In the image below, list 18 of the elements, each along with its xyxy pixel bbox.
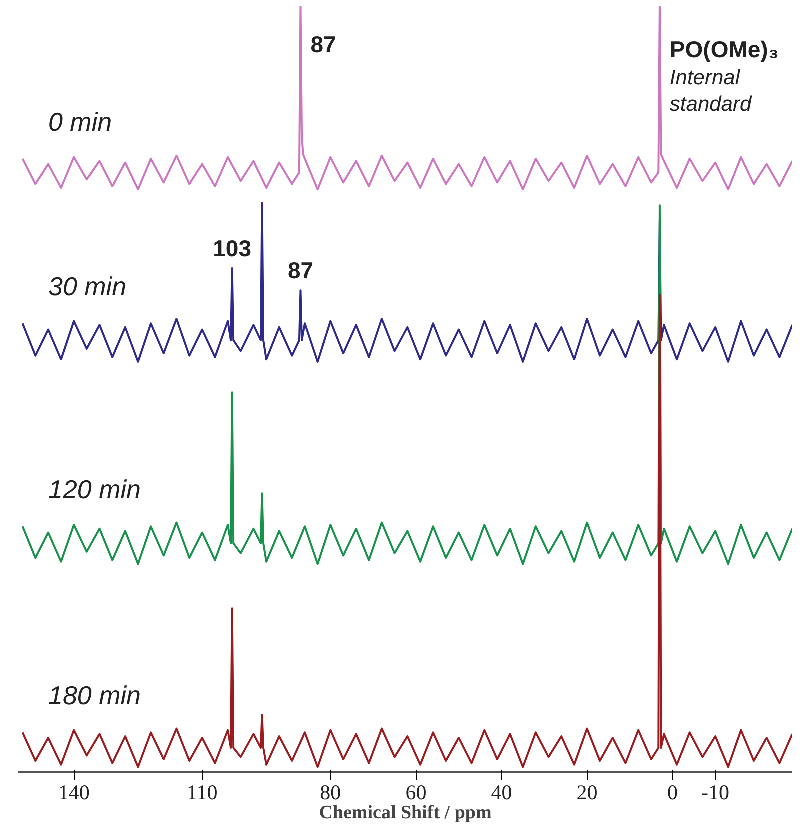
x-tick-label: 20	[576, 780, 598, 804]
x-tick-label: 0	[668, 780, 678, 804]
x-axis-title: Chemical Shift / ppm	[319, 802, 492, 824]
series-label: 30 min	[48, 272, 127, 302]
x-tick-label: 40	[491, 780, 512, 804]
x-tick-label: 80	[320, 780, 342, 804]
annotation: 103	[213, 235, 252, 262]
annotation: 87	[310, 32, 336, 58]
x-tick-label: 60	[406, 780, 427, 804]
series-label: 0 min	[48, 106, 112, 137]
x-tick-label: 110	[187, 780, 218, 804]
annotation: PO(OMe)₃	[670, 36, 779, 62]
annotation: Internal standard	[670, 66, 753, 116]
x-tick-label: 140	[58, 780, 90, 804]
x-tick-label: -10	[702, 780, 730, 804]
annotation: 87	[288, 258, 314, 284]
series-label: 180 min	[48, 680, 141, 711]
series-label: 120 min	[48, 474, 141, 505]
